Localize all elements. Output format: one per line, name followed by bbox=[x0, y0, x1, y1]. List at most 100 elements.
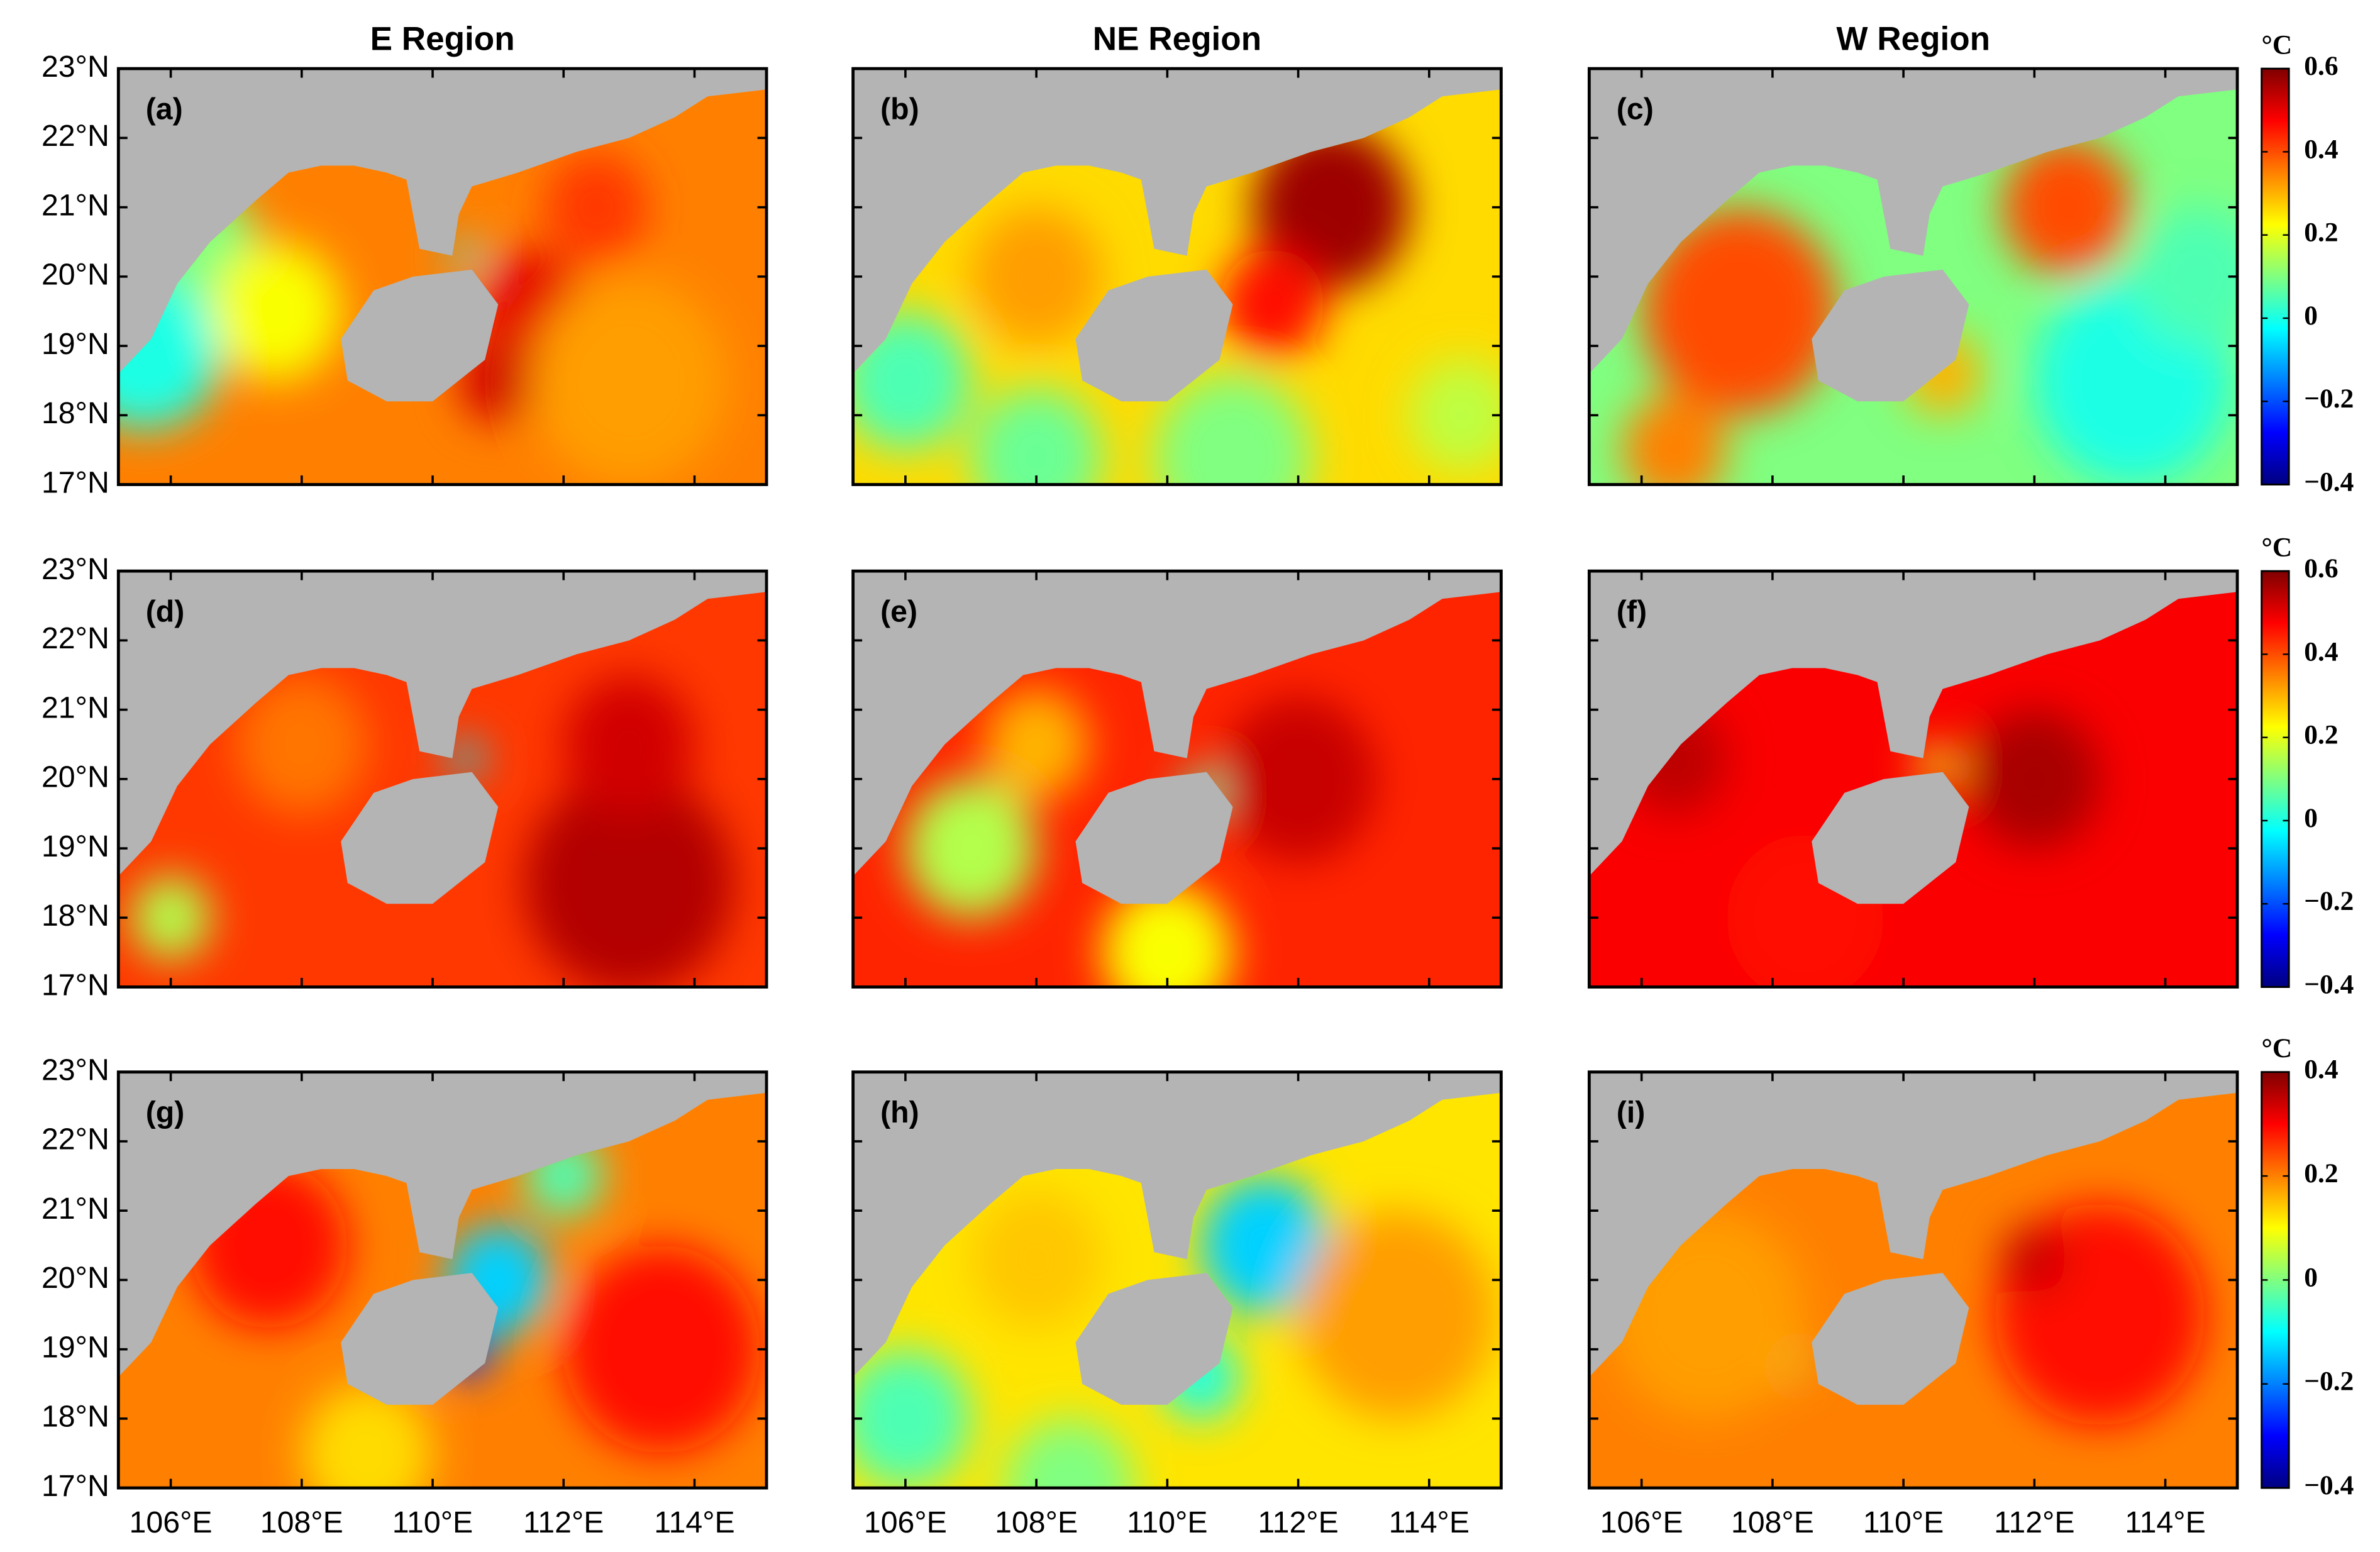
colorbar-tick-label: −0.2 bbox=[2304, 1366, 2354, 1397]
hainan-island bbox=[341, 1273, 499, 1405]
blob bbox=[2001, 1224, 2067, 1294]
colorbar-tick-label: 0.4 bbox=[2304, 134, 2338, 164]
column-title: E Region bbox=[370, 21, 515, 58]
blobs bbox=[1622, 138, 2238, 485]
hainan-island bbox=[1812, 772, 1969, 904]
colorbar-tick-label: 0.6 bbox=[2304, 553, 2338, 584]
y-tick-label: 22°N bbox=[42, 119, 109, 153]
blob bbox=[210, 241, 341, 381]
blob bbox=[1298, 1211, 1495, 1419]
x-tick-label: 112°E bbox=[523, 1505, 604, 1539]
panel-label: (f) bbox=[1617, 594, 1647, 628]
y-tick-label: 20°N bbox=[42, 1261, 109, 1295]
panel-label: (e) bbox=[880, 594, 917, 628]
blobs bbox=[853, 124, 1502, 485]
y-tick-label: 18°N bbox=[42, 899, 109, 933]
x-tick-label: 108°E bbox=[260, 1505, 343, 1539]
colorbar-unit: °C bbox=[2261, 532, 2292, 562]
y-tick-label: 23°N bbox=[42, 50, 109, 84]
hainan-island bbox=[1075, 269, 1233, 402]
blob bbox=[1409, 360, 1502, 471]
blob bbox=[563, 675, 695, 814]
x-tick-label: 114°E bbox=[1389, 1505, 1470, 1539]
blob bbox=[2132, 207, 2238, 346]
x-tick-label: 108°E bbox=[995, 1505, 1078, 1539]
x-tick-label: 106°E bbox=[864, 1505, 947, 1539]
panel-label: (i) bbox=[1617, 1095, 1646, 1129]
blob bbox=[1102, 883, 1233, 987]
hainan-island bbox=[1812, 1273, 1969, 1405]
colorbar-unit: °C bbox=[2261, 30, 2292, 60]
colorbar-tick-label: −0.4 bbox=[2304, 467, 2354, 497]
colorbar-tick-label: −0.2 bbox=[2304, 384, 2354, 414]
x-tick-label: 112°E bbox=[1994, 1505, 2074, 1539]
x-tick-label: 110°E bbox=[392, 1505, 473, 1539]
blob bbox=[531, 276, 728, 485]
x-tick-label: 108°E bbox=[1731, 1505, 1814, 1539]
hainan-island bbox=[341, 772, 499, 904]
blob bbox=[2001, 138, 2133, 277]
x-tick-label: 106°E bbox=[130, 1505, 213, 1539]
y-tick-label: 22°N bbox=[42, 621, 109, 655]
blob bbox=[971, 207, 1102, 346]
blob bbox=[1641, 207, 1838, 416]
panel-label: (a) bbox=[146, 92, 183, 126]
colorbar bbox=[2261, 570, 2290, 988]
blob bbox=[971, 387, 1102, 485]
blob bbox=[449, 741, 482, 776]
colorbar-tick-label: 0 bbox=[2304, 1262, 2318, 1292]
blob bbox=[524, 772, 734, 987]
y-tick-label: 17°N bbox=[42, 1469, 109, 1503]
blob bbox=[1969, 709, 2100, 849]
colorbar-tick-label: 0.4 bbox=[2304, 636, 2338, 667]
hainan-island bbox=[1075, 1273, 1233, 1405]
colorbar-tick-label: 0 bbox=[2304, 803, 2318, 833]
blob bbox=[131, 876, 211, 960]
x-tick-label: 110°E bbox=[1863, 1505, 1944, 1539]
y-tick-label: 20°N bbox=[42, 760, 109, 794]
y-tick-label: 19°N bbox=[42, 327, 109, 361]
blob bbox=[1154, 374, 1312, 485]
colorbar-tick-label: 0.2 bbox=[2304, 720, 2338, 750]
blob bbox=[563, 1245, 760, 1454]
panel-label: (g) bbox=[146, 1095, 185, 1129]
colorbar-unit: °C bbox=[2261, 1033, 2292, 1063]
blob bbox=[1219, 248, 1325, 360]
colorbar-tick-label: −0.2 bbox=[2304, 886, 2354, 916]
colorbar-tick-label: 0.4 bbox=[2304, 1055, 2338, 1085]
colorbar-tick-label: 0.2 bbox=[2304, 1158, 2338, 1189]
blob bbox=[1252, 124, 1410, 291]
blobs bbox=[131, 675, 734, 987]
panel-label: (c) bbox=[1617, 92, 1654, 126]
x-tick-label: 114°E bbox=[654, 1505, 734, 1539]
colorbar-tick-label: 0.2 bbox=[2304, 218, 2338, 248]
y-tick-label: 17°N bbox=[42, 968, 109, 1002]
y-tick-label: 22°N bbox=[42, 1122, 109, 1156]
column-title: NE Region bbox=[1093, 21, 1261, 58]
y-tick-label: 20°N bbox=[42, 258, 109, 292]
x-tick-label: 110°E bbox=[1127, 1505, 1207, 1539]
colorbar-tick-label: −0.4 bbox=[2304, 970, 2354, 1000]
y-tick-label: 18°N bbox=[42, 396, 109, 430]
colorbar-tick-label: 0.6 bbox=[2304, 51, 2338, 81]
blob bbox=[1622, 394, 1727, 485]
y-tick-label: 23°N bbox=[42, 552, 109, 586]
blob bbox=[1200, 1176, 1331, 1315]
y-tick-label: 23°N bbox=[42, 1053, 109, 1087]
blob bbox=[544, 152, 649, 263]
x-tick-label: 112°E bbox=[1258, 1505, 1338, 1539]
y-tick-label: 17°N bbox=[42, 465, 109, 499]
colorbar bbox=[2261, 67, 2290, 485]
y-tick-label: 19°N bbox=[42, 829, 109, 863]
y-tick-label: 21°N bbox=[42, 1192, 109, 1226]
blob bbox=[236, 675, 367, 814]
y-tick-label: 21°N bbox=[42, 188, 109, 222]
panel-label: (h) bbox=[880, 1095, 919, 1129]
hainan-island bbox=[341, 269, 499, 402]
column-title: W Region bbox=[1836, 21, 1990, 58]
x-tick-label: 106°E bbox=[1600, 1505, 1683, 1539]
blob bbox=[983, 689, 1089, 800]
colorbar-tick-label: 0 bbox=[2304, 301, 2318, 331]
